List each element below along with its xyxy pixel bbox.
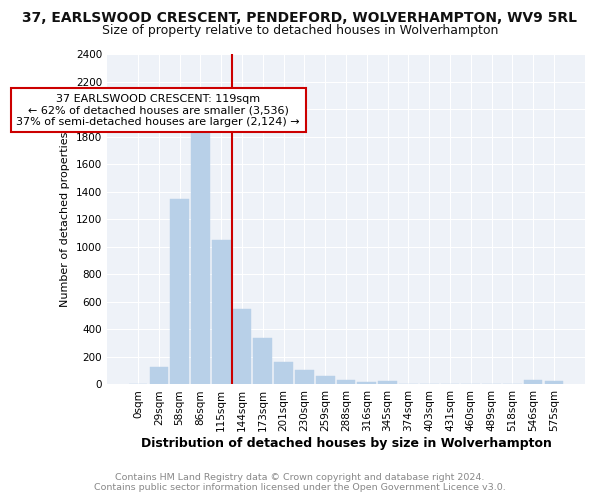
- Bar: [337, 380, 355, 384]
- Bar: [545, 381, 563, 384]
- Bar: [524, 380, 542, 384]
- Bar: [378, 381, 397, 384]
- X-axis label: Distribution of detached houses by size in Wolverhampton: Distribution of detached houses by size …: [140, 437, 551, 450]
- Bar: [316, 376, 335, 384]
- Bar: [358, 382, 376, 384]
- Text: Size of property relative to detached houses in Wolverhampton: Size of property relative to detached ho…: [102, 24, 498, 37]
- Text: 37, EARLSWOOD CRESCENT, PENDEFORD, WOLVERHAMPTON, WV9 5RL: 37, EARLSWOOD CRESCENT, PENDEFORD, WOLVE…: [23, 11, 577, 25]
- Bar: [295, 370, 314, 384]
- Text: Contains HM Land Registry data © Crown copyright and database right 2024.
Contai: Contains HM Land Registry data © Crown c…: [94, 473, 506, 492]
- Bar: [253, 338, 272, 384]
- Bar: [191, 123, 210, 384]
- Bar: [149, 367, 168, 384]
- Bar: [233, 308, 251, 384]
- Text: 37 EARLSWOOD CRESCENT: 119sqm
← 62% of detached houses are smaller (3,536)
37% o: 37 EARLSWOOD CRESCENT: 119sqm ← 62% of d…: [16, 94, 300, 127]
- Bar: [274, 362, 293, 384]
- Y-axis label: Number of detached properties: Number of detached properties: [61, 132, 70, 307]
- Bar: [170, 198, 189, 384]
- Bar: [212, 240, 230, 384]
